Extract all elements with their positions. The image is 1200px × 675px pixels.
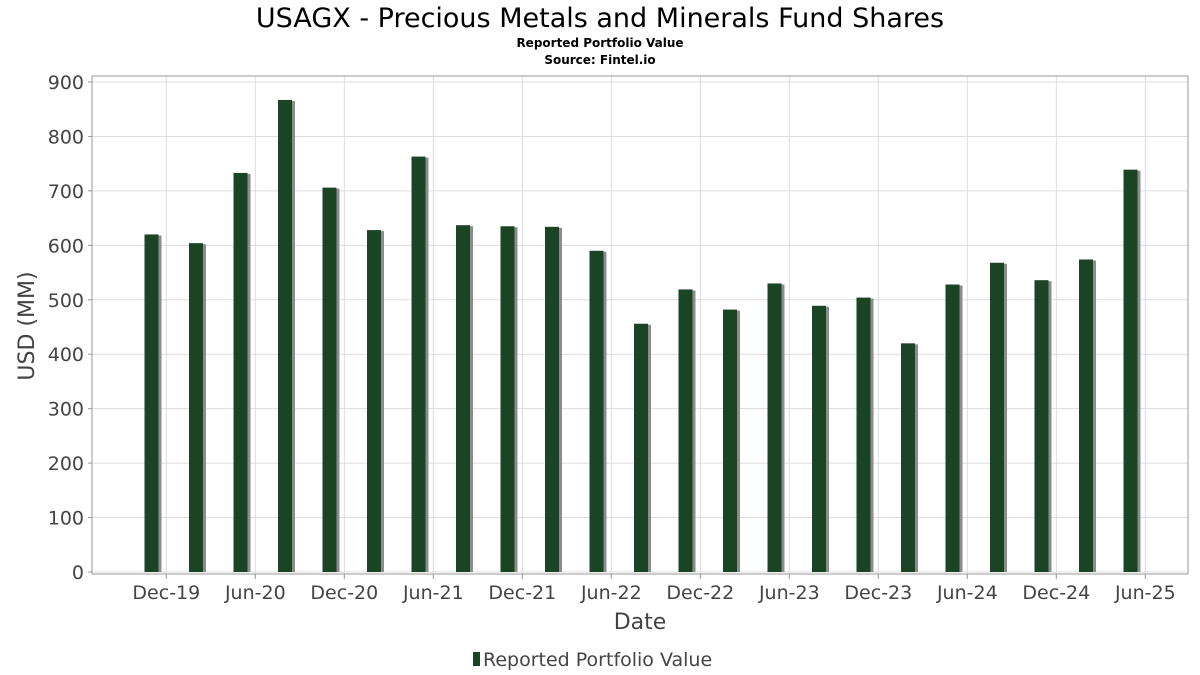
- bar: [545, 226, 559, 573]
- bar: [901, 343, 915, 572]
- bar: [411, 156, 426, 573]
- x-tick-label: Jun-24: [936, 582, 998, 604]
- legend-swatch: [473, 652, 480, 666]
- bars: [144, 99, 1141, 573]
- bar: [367, 230, 381, 573]
- x-tick-label: Dec-21: [488, 582, 556, 604]
- x-axis-title: Date: [614, 610, 667, 635]
- chart-source: Source: Fintel.io: [544, 53, 655, 67]
- y-tick-label: 0: [72, 562, 84, 584]
- bar: [634, 323, 648, 572]
- bar: [723, 309, 737, 572]
- bar: [456, 225, 470, 572]
- bar: [856, 297, 871, 572]
- bar: [322, 187, 337, 572]
- x-axis-ticks: Dec-19 Jun-20 Dec-20 Jun-21 Dec-21 Jun-22 Dec-…: [132, 574, 1176, 604]
- y-tick-label: 800: [48, 126, 84, 148]
- bar: [278, 99, 292, 572]
- x-tick-label: Jun-22: [580, 582, 642, 604]
- y-tick-label: 100: [48, 508, 84, 530]
- axes: [91, 75, 1189, 575]
- bar: [767, 283, 782, 572]
- x-tick-label: Jun-23: [758, 582, 820, 604]
- bar: [1123, 169, 1138, 572]
- y-tick-label: 600: [48, 235, 84, 257]
- y-tick-label: 300: [48, 399, 84, 421]
- x-tick-label: Jun-25: [1114, 582, 1176, 604]
- legend-label: Reported Portfolio Value: [483, 649, 712, 671]
- y-tick-label: 700: [48, 181, 84, 203]
- y-tick-label: 500: [48, 290, 84, 312]
- legend: Reported Portfolio Value: [473, 649, 712, 671]
- x-tick-label: Dec-22: [666, 582, 734, 604]
- x-tick-label: Jun-20: [224, 582, 286, 604]
- bar: [812, 305, 826, 572]
- x-tick-label: Dec-19: [132, 582, 200, 604]
- x-tick-label: Dec-20: [310, 582, 378, 604]
- bar: [1034, 280, 1049, 572]
- chart-subtitle: Reported Portfolio Value: [516, 36, 683, 50]
- bar: [945, 284, 960, 572]
- bar: [144, 234, 159, 572]
- bar: [990, 262, 1004, 572]
- y-tick-label: 400: [48, 344, 84, 366]
- bar: [678, 289, 693, 572]
- x-tick-label: Dec-24: [1022, 582, 1090, 604]
- grid: [92, 76, 1188, 574]
- y-tick-label: 900: [48, 72, 84, 94]
- x-tick-label: Dec-23: [844, 582, 912, 604]
- bar: [233, 172, 248, 572]
- bar: [189, 243, 203, 572]
- chart-title: USAGX - Precious Metals and Minerals Fun…: [256, 3, 944, 34]
- y-tick-label: 200: [48, 453, 84, 475]
- plot-frame: [91, 75, 1189, 575]
- bar: [500, 226, 515, 572]
- x-tick-label: Jun-21: [402, 582, 464, 604]
- y-axis-ticks: 0 100 200 300 400 500 600 700 800 900: [48, 72, 92, 584]
- bar: [1079, 259, 1093, 572]
- bar: [589, 250, 604, 572]
- y-axis-title: USD (MM): [15, 271, 40, 380]
